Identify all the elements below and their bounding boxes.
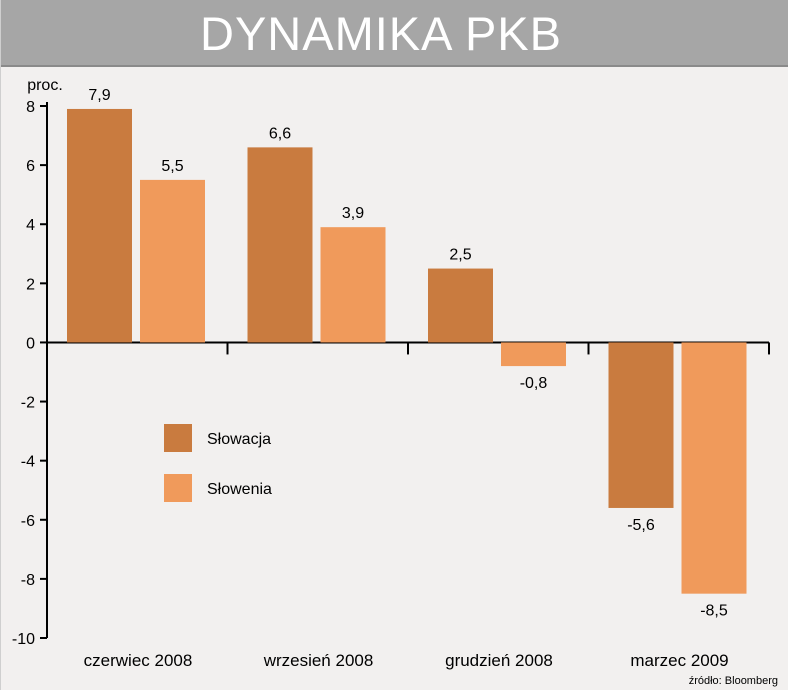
y-tick-label: -4 <box>21 454 35 471</box>
y-axis-unit-label: proc. <box>27 77 63 94</box>
y-tick-label: -10 <box>12 631 35 648</box>
data-label: 5,5 <box>161 158 183 175</box>
bar <box>67 108 132 343</box>
data-label: 7,9 <box>88 87 110 104</box>
bar <box>501 342 566 367</box>
bar <box>428 268 493 343</box>
bar <box>247 147 313 343</box>
y-tick-label: -6 <box>21 513 35 530</box>
title-bar: DYNAMIKA PKB <box>1 0 788 67</box>
y-tick-label: -2 <box>21 395 35 412</box>
data-label: -0,8 <box>520 375 548 392</box>
x-category-label: marzec 2009 <box>630 651 728 670</box>
data-label: 3,9 <box>342 205 364 222</box>
legend-swatch <box>164 474 192 502</box>
y-tick-label: -8 <box>21 572 35 589</box>
bar <box>608 342 674 508</box>
legend-label: Słowacja <box>207 431 271 448</box>
legend-label: Słowenia <box>207 481 272 498</box>
bar <box>681 342 747 594</box>
x-category-label: grudzień 2008 <box>445 651 553 670</box>
y-tick-label: 6 <box>26 158 35 175</box>
data-label: 2,5 <box>449 247 471 264</box>
y-tick-label: 0 <box>26 335 35 352</box>
bar <box>320 227 386 343</box>
bar <box>140 179 205 343</box>
chart-title: DYNAMIKA PKB <box>200 7 562 60</box>
legend-swatch <box>164 424 192 452</box>
x-category-label: czerwiec 2008 <box>84 651 193 670</box>
y-tick-label: 8 <box>26 99 35 116</box>
x-category-label: wrzesień 2008 <box>263 651 374 670</box>
source-note: źródło: Bloomberg <box>688 675 778 687</box>
y-tick-label: 4 <box>26 217 35 234</box>
data-label: -5,6 <box>627 517 655 534</box>
y-tick-label: 2 <box>26 276 35 293</box>
data-label: -8,5 <box>700 603 728 620</box>
data-label: 6,6 <box>269 125 291 142</box>
